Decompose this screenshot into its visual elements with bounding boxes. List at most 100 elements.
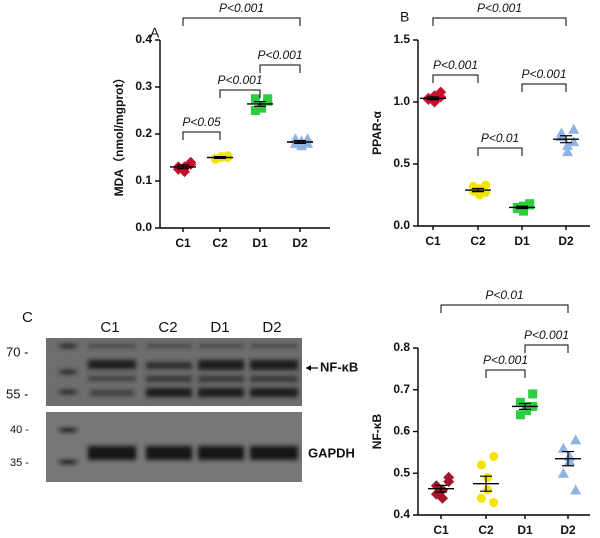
- panel-label: C: [22, 309, 33, 326]
- significance-bracket: [432, 17, 567, 26]
- lane-label: D1: [210, 319, 229, 336]
- y-tick-label: 0.2: [135, 126, 152, 140]
- data-point: [263, 94, 273, 104]
- data-point: [483, 472, 493, 482]
- error-bar: [214, 155, 226, 160]
- data-point: [430, 488, 442, 500]
- x-tick-label: C2: [478, 523, 494, 537]
- error-bar: [254, 100, 266, 107]
- data-point: [443, 476, 455, 488]
- y-tick-label: 0.4: [393, 507, 410, 521]
- band-arrow-head: [306, 365, 311, 371]
- blot-top: [46, 338, 302, 406]
- y-tick-label: 0.8: [393, 340, 410, 354]
- error-bar: [472, 187, 484, 193]
- data-point: [528, 389, 538, 399]
- x-tick-label: D1: [517, 523, 533, 537]
- x-tick-label: D2: [558, 234, 574, 248]
- significance-label: P<0.01: [481, 131, 519, 145]
- data-point: [250, 94, 260, 104]
- data-point: [489, 452, 499, 462]
- error-bar: [177, 164, 189, 170]
- panel-label: A: [150, 25, 160, 41]
- data-point: [557, 442, 569, 453]
- significance-bracket: [440, 304, 569, 313]
- significance-label: P<0.001: [477, 1, 522, 15]
- x-tick-label: D1: [514, 234, 530, 248]
- mw-marker: 35 -: [10, 457, 29, 469]
- data-point: [570, 484, 582, 495]
- y-tick-label: 0.6: [393, 424, 410, 438]
- significance-bracket: [477, 147, 523, 156]
- data-point: [570, 434, 582, 445]
- mw-marker: 55 -: [6, 386, 28, 401]
- x-tick-label: D1: [252, 236, 268, 250]
- y-tick-label: 0.3: [135, 79, 152, 93]
- data-point: [483, 485, 493, 495]
- data-point: [562, 139, 574, 150]
- data-point: [476, 493, 486, 503]
- mw-marker: 70 -: [6, 344, 28, 359]
- significance-label: P<0.001: [217, 73, 262, 87]
- data-point: [515, 410, 525, 420]
- significance-bracket: [259, 64, 301, 73]
- y-axis-label: NF-κB: [370, 413, 384, 449]
- y-tick-label: 0.0: [393, 218, 410, 232]
- panel-label: B: [400, 9, 409, 25]
- x-tick-label: C2: [470, 234, 486, 248]
- data-point: [519, 206, 529, 216]
- data-point: [250, 106, 260, 115]
- significance-bracket: [524, 344, 569, 353]
- data-point: [564, 455, 576, 466]
- x-tick-label: C1: [175, 236, 191, 250]
- y-tick-label: 0.5: [393, 156, 410, 170]
- y-tick-label: 1.0: [393, 94, 410, 108]
- lane-label: C2: [158, 319, 177, 336]
- significance-bracket: [219, 89, 261, 98]
- data-point: [562, 146, 574, 157]
- significance-bracket: [521, 83, 567, 92]
- data-point: [257, 103, 267, 113]
- significance-label: P<0.001: [257, 48, 302, 62]
- error-bar: [294, 139, 306, 144]
- band-label: NF-κB: [320, 359, 358, 374]
- significance-bracket: [432, 74, 479, 83]
- error-bar: [435, 484, 447, 493]
- y-axis-label: MDA（nmol/mgprot）: [111, 72, 126, 197]
- band-label: GAPDH: [308, 445, 355, 460]
- significance-bracket: [485, 369, 526, 378]
- error-bar: [427, 96, 439, 101]
- significance-label: P<0.001: [219, 1, 264, 15]
- significance-label: P<0.01: [485, 288, 523, 302]
- error-bar: [516, 205, 528, 210]
- significance-label: P<0.05: [182, 115, 221, 129]
- x-tick-label: C1: [425, 234, 441, 248]
- y-axis-label: PPAR-α: [370, 110, 384, 154]
- blot-bottom: [46, 412, 302, 482]
- data-point: [568, 123, 580, 134]
- error-bar: [560, 135, 572, 144]
- y-tick-label: 0.1: [135, 173, 152, 187]
- y-tick-label: 0.0: [135, 220, 152, 234]
- x-tick-label: D2: [560, 523, 576, 537]
- lane-label: D2: [262, 319, 281, 336]
- y-tick-label: 0.4: [135, 32, 152, 46]
- mw-marker: 40 -: [10, 424, 29, 436]
- significance-bracket: [182, 131, 221, 140]
- x-tick-label: C2: [212, 236, 228, 250]
- significance-label: P<0.001: [521, 67, 566, 81]
- data-point: [525, 200, 535, 210]
- data-point: [557, 467, 569, 478]
- x-tick-label: C1: [433, 523, 449, 537]
- significance-bracket: [182, 17, 301, 26]
- y-tick-label: 1.5: [393, 32, 410, 46]
- significance-label: P<0.001: [524, 328, 569, 342]
- y-tick-label: 0.7: [393, 382, 410, 396]
- error-bar: [519, 402, 531, 410]
- data-point: [476, 460, 486, 470]
- error-bar: [480, 475, 492, 492]
- y-tick-label: 0.5: [393, 465, 410, 479]
- data-point: [555, 127, 567, 138]
- significance-label: P<0.001: [483, 353, 528, 367]
